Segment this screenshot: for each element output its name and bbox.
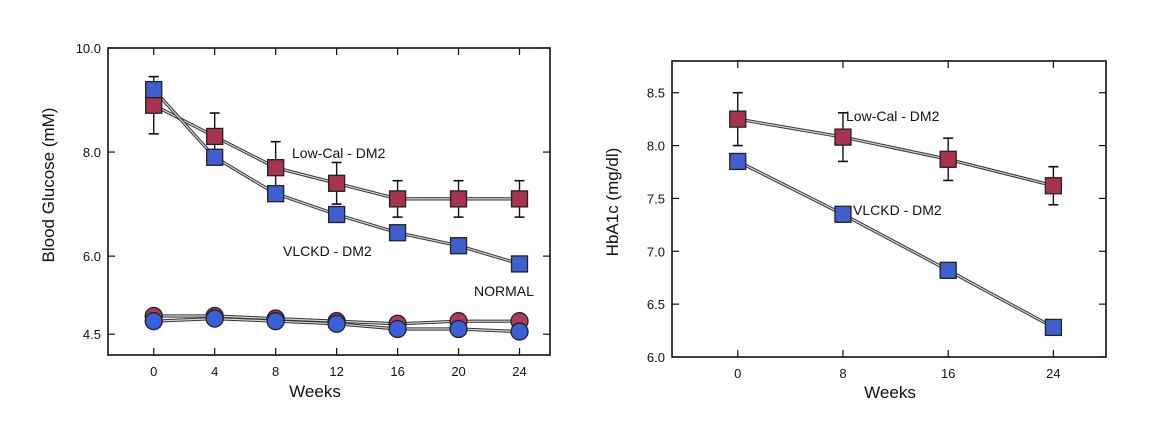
plot-frame — [107, 47, 551, 356]
x-tick-label: 16 — [941, 366, 955, 381]
annotation-low-cal: Low-Cal - DM2 — [846, 108, 940, 124]
series-line-highlight — [737, 160, 1054, 328]
annotation-vlckd: VLCKD - DM2 — [853, 202, 942, 218]
y-tick-label: 7.0 — [647, 244, 665, 259]
square-marker — [145, 80, 163, 99]
annotation-low-cal: Low-Cal - DM2 — [292, 145, 386, 161]
circle-marker — [510, 322, 529, 341]
series-markers — [144, 80, 529, 341]
square-marker — [449, 237, 468, 255]
square-marker — [939, 261, 957, 279]
annotation-normal: NORMAL — [474, 283, 534, 299]
plot-frame — [671, 60, 1107, 358]
x-tick-label: 0 — [150, 364, 157, 379]
y-tick-label: 4.5 — [83, 327, 101, 342]
square-marker — [729, 110, 747, 128]
square-marker — [327, 174, 346, 192]
square-marker — [327, 205, 346, 224]
square-marker — [267, 159, 285, 177]
x-tick-label: 24 — [512, 364, 526, 379]
square-marker — [449, 190, 468, 208]
circle-marker — [388, 319, 407, 339]
square-marker — [834, 205, 852, 223]
series-line — [737, 117, 1054, 188]
annotation-vlckd: VLCKD - DM2 — [283, 243, 372, 259]
square-marker — [1044, 177, 1063, 195]
square-marker — [939, 150, 957, 168]
square-marker — [510, 255, 529, 273]
circle-marker — [205, 309, 224, 328]
square-marker — [729, 152, 747, 171]
series-lines — [737, 117, 1055, 329]
axis-ticks: 0 4 8 12 16 20 24 4.5 6.0 8.0 10.0 — [76, 41, 550, 379]
y-axis-title: HbA1c (mg/dl) — [603, 148, 622, 257]
axis-ticks: 0 8 16 24 6.0 6.5 7.0 7.5 8.0 8.5 — [647, 61, 1106, 381]
square-marker — [388, 190, 407, 208]
y-tick-label: 10.0 — [76, 41, 101, 56]
square-marker — [510, 190, 529, 208]
x-tick-label: 0 — [734, 366, 741, 381]
square-marker — [834, 128, 852, 146]
y-tick-label: 6.0 — [83, 249, 101, 264]
square-marker — [267, 185, 285, 203]
y-axis-title: Blood Glucose (mM) — [39, 108, 58, 263]
circle-marker — [449, 319, 468, 339]
x-tick-label: 8 — [839, 366, 846, 381]
square-marker — [206, 127, 224, 146]
x-axis-title: Weeks — [864, 383, 916, 402]
circle-marker — [144, 312, 163, 331]
y-tick-label: 6.5 — [647, 297, 665, 312]
hba1c-chart: 0 8 16 24 6.0 6.5 7.0 7.5 8.0 8.5 Weeks HbA1c (mg… — [603, 60, 1107, 402]
series-line-highlight — [737, 118, 1054, 187]
series-markers — [729, 110, 1063, 337]
y-tick-label: 6.0 — [647, 350, 665, 365]
blood-glucose-chart: 0 4 8 12 16 20 24 4.5 6.0 8.0 10.0 Weeks Blood Glu… — [39, 41, 551, 401]
square-marker — [145, 96, 163, 114]
y-tick-label: 8.5 — [647, 86, 665, 101]
circle-marker — [266, 312, 285, 331]
x-tick-label: 24 — [1046, 366, 1060, 381]
x-tick-label: 20 — [451, 364, 465, 379]
y-tick-label: 7.5 — [647, 191, 665, 206]
square-marker — [206, 148, 224, 166]
square-marker — [1044, 318, 1063, 337]
circle-marker — [327, 314, 346, 333]
y-tick-label: 8.0 — [83, 145, 101, 160]
x-axis-title: Weeks — [289, 382, 341, 401]
x-tick-label: 16 — [390, 364, 404, 379]
x-tick-label: 12 — [329, 364, 343, 379]
series-line — [737, 159, 1055, 329]
x-tick-label: 8 — [272, 364, 279, 379]
square-marker — [388, 224, 407, 242]
x-tick-label: 4 — [211, 364, 218, 379]
y-tick-label: 8.0 — [647, 139, 665, 154]
